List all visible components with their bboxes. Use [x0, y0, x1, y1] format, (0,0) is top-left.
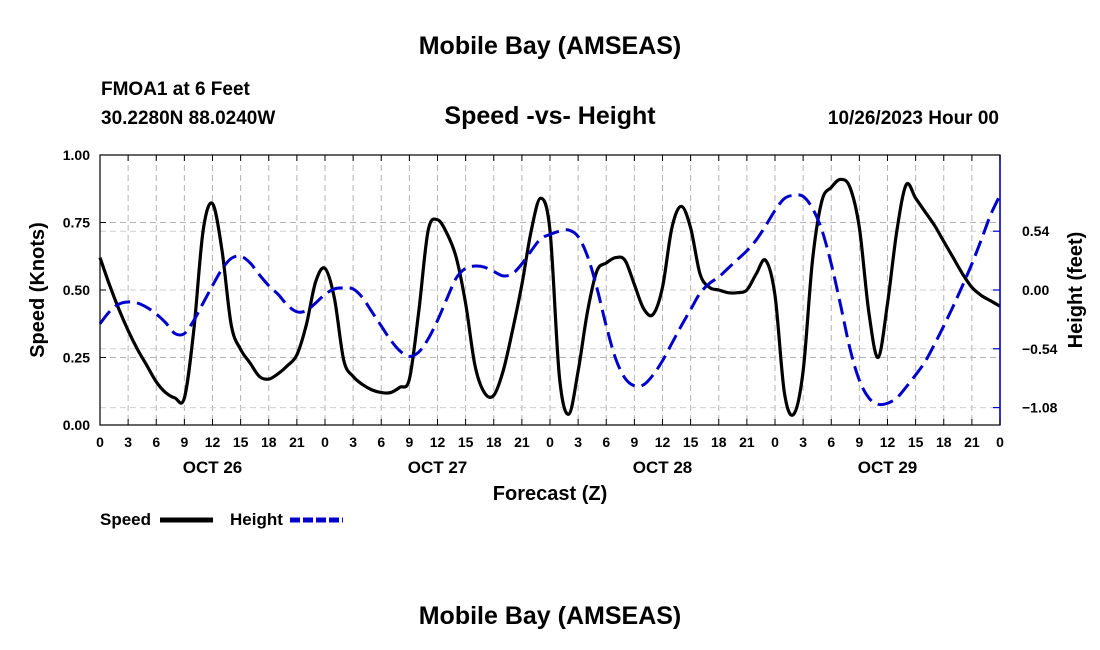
- x-tick-label: 18: [711, 434, 727, 450]
- x-tick-label: 0: [321, 434, 329, 450]
- chart-title: Mobile Bay (AMSEAS): [419, 32, 682, 60]
- y-left-tick-label: 0.00: [63, 417, 90, 433]
- x-tick-label: 3: [574, 434, 582, 450]
- x-day-label: OCT 26: [183, 458, 243, 477]
- x-tick-label: 18: [261, 434, 277, 450]
- x-tick-label: 12: [655, 434, 671, 450]
- x-tick-label: 9: [180, 434, 188, 450]
- x-tick-label: 0: [546, 434, 554, 450]
- x-tick-label: 15: [683, 434, 699, 450]
- y-right-tick-label: 0.00: [1022, 282, 1049, 298]
- x-tick-label: 21: [739, 434, 755, 450]
- series-line-height: [98, 193, 1002, 407]
- y-left-tick-label: 0.25: [63, 350, 90, 366]
- x-tick-label: 12: [205, 434, 221, 450]
- x-tick-label: 9: [630, 434, 638, 450]
- x-tick-label: 0: [96, 434, 104, 450]
- x-tick-label: 6: [152, 434, 160, 450]
- x-tick-label: 12: [880, 434, 896, 450]
- x-tick-label: 15: [233, 434, 249, 450]
- x-tick-label: 21: [289, 434, 305, 450]
- series-line-speed: [98, 177, 1001, 417]
- footer-title: Mobile Bay (AMSEAS): [419, 602, 682, 630]
- y-axis-label-left: Speed (Knots): [27, 222, 49, 358]
- series-lines: [98, 177, 1002, 417]
- x-tick-label: 6: [827, 434, 835, 450]
- x-tick-label: 12: [430, 434, 446, 450]
- location-label: 30.2280N 88.0240W: [101, 108, 275, 129]
- x-tick-label: 15: [908, 434, 924, 450]
- x-tick-label: 6: [602, 434, 610, 450]
- x-tick-label: 9: [855, 434, 863, 450]
- axes: 0 3 6 9 12 15 18 21 0 3 6 9 12 15 18 21 0 3 6 9 12 15 18 21 0 3 6 9…: [63, 147, 1058, 477]
- chart-subtitle: Speed -vs- Height: [444, 102, 656, 130]
- y-right-tick-label: −0.54: [1022, 341, 1058, 357]
- x-tick-label: 3: [349, 434, 357, 450]
- x-tick-label: 9: [405, 434, 413, 450]
- x-day-label: OCT 27: [408, 458, 468, 477]
- y-right-tick-label: −1.08: [1022, 400, 1058, 416]
- station-label: FMOA1 at 6 Feet: [101, 79, 251, 100]
- y-left-tick-label: 0.75: [63, 215, 90, 231]
- x-tick-label: 3: [799, 434, 807, 450]
- x-tick-label: 18: [486, 434, 502, 450]
- x-tick-label: 6: [377, 434, 385, 450]
- y-left-tick-label: 1.00: [63, 147, 90, 163]
- x-tick-label: 18: [936, 434, 952, 450]
- legend-height-label: Height: [230, 510, 283, 529]
- x-tick-label: 21: [514, 434, 530, 450]
- x-axis-label: Forecast (Z): [493, 483, 607, 505]
- x-day-label: OCT 29: [858, 458, 918, 477]
- legend: Speed Height: [100, 510, 343, 529]
- x-tick-label: 21: [964, 434, 980, 450]
- x-day-label: OCT 28: [633, 458, 693, 477]
- y-right-tick-label: 0.54: [1022, 223, 1049, 239]
- x-tick-label: 0: [771, 434, 779, 450]
- x-tick-label: 15: [458, 434, 474, 450]
- legend-speed-label: Speed: [100, 510, 151, 529]
- x-tick-label: 0: [996, 434, 1004, 450]
- y-axis-label-right: Height (feet): [1065, 232, 1087, 349]
- y-left-tick-label: 0.50: [63, 282, 90, 298]
- run-time-label: 10/26/2023 Hour 00: [828, 108, 999, 129]
- x-tick-label: 3: [124, 434, 132, 450]
